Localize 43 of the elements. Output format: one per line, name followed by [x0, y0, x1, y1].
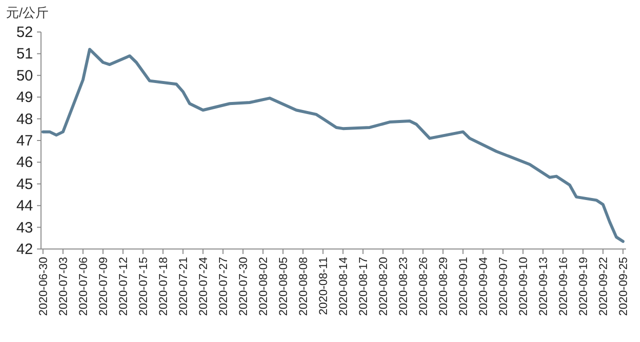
y-tick-label: 44	[16, 198, 33, 215]
x-tick-label: 2020-08-11	[318, 257, 330, 315]
x-tick-label: 2020-08-23	[398, 257, 410, 316]
x-tick-label: 2020-08-05	[278, 257, 290, 316]
x-tick-label: 2020-07-09	[98, 257, 110, 316]
x-tick-label: 2020-09-19	[578, 257, 590, 316]
x-tick-label: 2020-07-12	[118, 257, 130, 316]
x-tick-label: 2020-09-22	[598, 257, 610, 316]
y-axis-title: 元/公斤	[6, 5, 49, 20]
x-tick-label: 2020-07-30	[238, 257, 250, 316]
x-tick-label: 2020-09-25	[618, 257, 630, 316]
x-tick-label: 2020-09-16	[558, 257, 570, 316]
x-tick-label: 2020-08-29	[438, 257, 450, 316]
x-tick-label: 2020-08-08	[298, 257, 310, 316]
y-tick-label: 43	[16, 219, 33, 236]
x-tick-label: 2020-09-13	[538, 257, 550, 316]
x-tick-label: 2020-08-14	[338, 256, 350, 316]
y-tick-label: 42	[16, 241, 33, 258]
y-tick-label: 49	[16, 89, 33, 106]
y-tick-label: 47	[16, 132, 33, 150]
x-tick-label: 2020-07-24	[198, 256, 210, 316]
y-tick-label: 51	[16, 46, 33, 63]
y-tick-label: 48	[16, 110, 33, 128]
x-tick-label: 2020-08-17	[358, 257, 370, 316]
x-tick-label: 2020-08-02	[258, 257, 270, 316]
y-tick-label: 52	[16, 24, 33, 41]
x-tick-label: 2020-08-26	[418, 257, 430, 316]
y-tick-label: 46	[16, 154, 33, 172]
x-tick-label: 2020-09-04	[478, 256, 490, 316]
x-tick-label: 2020-09-07	[498, 257, 510, 316]
y-tick-label: 50	[16, 67, 33, 84]
y-tick-label: 45	[16, 176, 33, 193]
x-tick-label: 2020-09-01	[458, 257, 470, 316]
x-tick-label: 2020-07-21	[178, 257, 190, 316]
x-tick-label: 2020-08-20	[378, 257, 390, 316]
line-series	[42, 48, 624, 243]
x-tick-label: 2020-07-15	[138, 257, 150, 316]
x-tick-label: 2020-07-03	[58, 257, 70, 316]
x-tick-label: 2020-07-27	[218, 257, 230, 316]
x-tick-label: 2020-07-18	[158, 257, 170, 316]
x-tick-label: 2020-09-10	[518, 257, 530, 316]
x-tick-label: 2020-07-06	[78, 257, 90, 316]
x-tick-label: 2020-06-30	[38, 257, 50, 316]
